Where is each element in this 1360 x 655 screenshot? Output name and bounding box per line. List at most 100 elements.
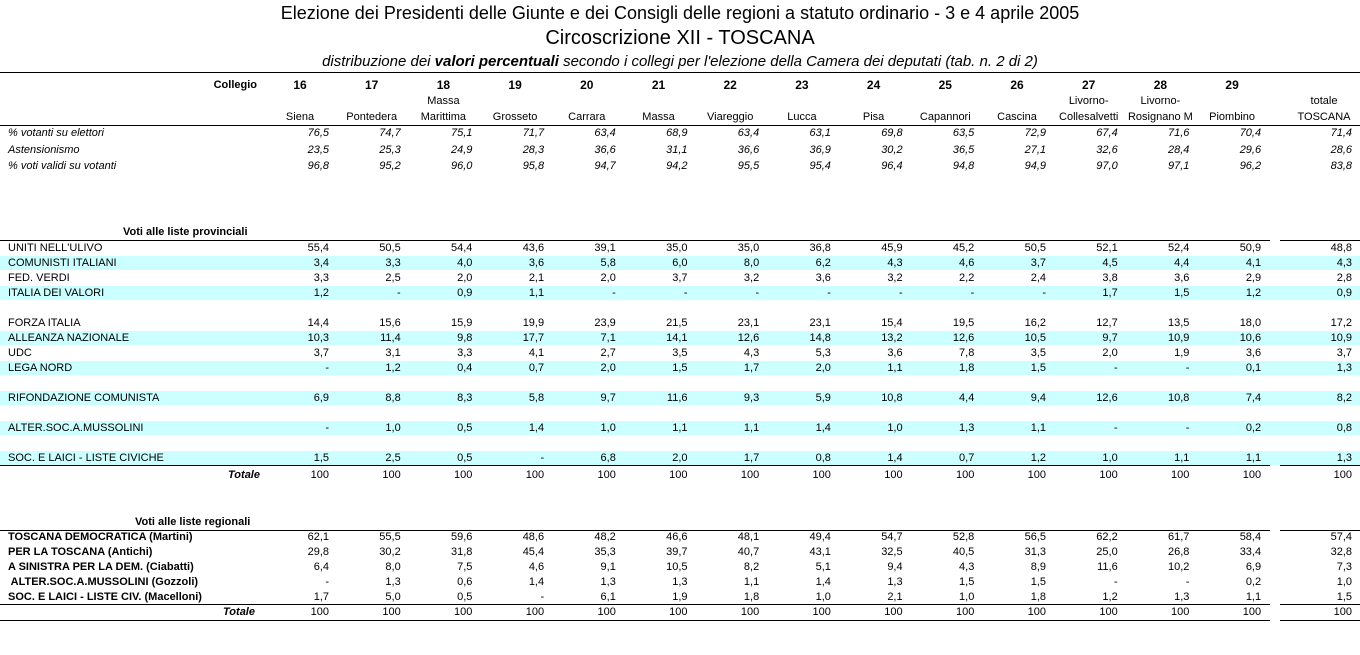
cell: 100 — [454, 469, 473, 481]
cell: 14,8 — [809, 332, 831, 344]
cell: 4,6 — [528, 561, 545, 573]
cell: 1,1 — [672, 422, 688, 434]
cell: 100 — [955, 606, 975, 618]
cell: 4,4 — [959, 392, 975, 404]
cell: 3,1 — [385, 347, 401, 359]
row-label: UNITI NELL'ULIVO — [8, 242, 103, 254]
cell: - — [755, 287, 760, 299]
cell: 32,6 — [1096, 143, 1118, 156]
row-shade — [0, 421, 1360, 435]
cell: 9,1 — [600, 561, 616, 573]
cell: 1,1 — [887, 362, 903, 374]
cell: 3,8 — [1102, 272, 1118, 284]
cell: 61,7 — [1167, 531, 1190, 543]
cell: 27,1 — [1024, 143, 1046, 156]
column-number: 16 — [293, 78, 307, 92]
cell: 13,2 — [881, 332, 903, 344]
cell: 9,4 — [887, 561, 903, 573]
cell: 28,3 — [522, 143, 545, 156]
cell: 48,2 — [594, 531, 616, 543]
rule — [1280, 240, 1360, 241]
cell: 2,0 — [815, 362, 831, 374]
cell: 100 — [310, 606, 329, 618]
cell: 100 — [597, 469, 616, 481]
cell: 1,8 — [959, 362, 975, 374]
column-name: Siena — [285, 111, 315, 123]
cell: 23,1 — [809, 317, 831, 329]
cell: 97,0 — [1096, 160, 1118, 172]
cell: 1,1 — [743, 422, 760, 434]
cell: - — [540, 591, 545, 603]
cell: 1,8 — [1030, 591, 1046, 603]
cell: 3,2 — [887, 272, 903, 284]
cell: 1,5 — [1030, 576, 1046, 588]
cell: 14,4 — [307, 317, 329, 329]
cell: 43,1 — [809, 546, 831, 558]
row-label: A SINISTRA PER LA DEM. (Ciabatti) — [8, 561, 194, 573]
column-number: 20 — [580, 78, 594, 92]
cell: 52,1 — [1096, 242, 1118, 254]
cell: 2,1 — [887, 591, 903, 603]
cell: 17,2 — [1330, 317, 1352, 329]
cell: 4,3 — [887, 257, 903, 269]
cell: 71,7 — [522, 127, 545, 139]
cell: 2,0 — [600, 362, 616, 374]
cell: - — [1185, 362, 1190, 374]
cell: 0,6 — [457, 576, 473, 588]
cell: 28,6 — [1330, 143, 1352, 156]
cell: 30,2 — [881, 143, 903, 156]
cell: 0,5 — [457, 452, 473, 464]
cell: 39,7 — [666, 546, 688, 558]
cell: 1,3 — [1174, 591, 1190, 603]
cell: 1,3 — [385, 576, 401, 588]
cell: 56,5 — [1024, 531, 1046, 543]
cell: 100 — [1171, 469, 1190, 481]
cell: 0,9 — [1336, 287, 1352, 299]
cell: 100 — [1099, 606, 1118, 618]
cell: 100 — [884, 469, 903, 481]
cell: 10,5 — [1024, 332, 1046, 344]
cell: - — [1114, 422, 1118, 434]
cell: 1,3 — [600, 576, 616, 588]
cell: 6,0 — [672, 257, 688, 269]
row-label: ALTER.SOC.A.MUSSOLINI (Gozzoli) — [8, 576, 199, 588]
cell: 52,4 — [1167, 242, 1190, 254]
cell: - — [898, 287, 903, 299]
cell: 1,1 — [1245, 591, 1262, 603]
cell: 54,7 — [881, 531, 903, 543]
cell: 55,4 — [307, 242, 329, 254]
cell: 1,3 — [672, 576, 688, 588]
cell: 57,4 — [1330, 531, 1352, 543]
column-name: Piombino — [1209, 111, 1256, 123]
cell: 3,7 — [1336, 347, 1352, 359]
cell: - — [1185, 422, 1190, 434]
cell: 70,4 — [1239, 127, 1262, 139]
row-label: PER LA TOSCANA (Antichi) — [8, 546, 153, 558]
column-number: 27 — [1082, 78, 1096, 92]
cell: 75,1 — [450, 127, 473, 139]
cell: 95,5 — [737, 160, 760, 172]
cell: 1,3 — [1336, 452, 1352, 464]
cell: 1,3 — [887, 576, 903, 588]
cell: 35,0 — [666, 242, 688, 254]
column-number: 17 — [365, 78, 379, 92]
cell: 1,1 — [1030, 422, 1046, 434]
cell: 1,5 — [1336, 591, 1352, 603]
cell: 7,1 — [600, 332, 616, 344]
cell: 2,0 — [672, 452, 688, 464]
cell: 3,6 — [1174, 272, 1190, 284]
cell: 9,8 — [457, 332, 473, 344]
cell: 6,9 — [1245, 561, 1262, 573]
cell: 3,6 — [887, 347, 903, 359]
cell: 1,0 — [1336, 576, 1352, 588]
column-name: Marittima — [420, 111, 466, 123]
cell: 8,2 — [1336, 392, 1352, 404]
cell: 1,0 — [815, 591, 831, 603]
column-name: Carrara — [568, 111, 606, 123]
cell: 0,7 — [959, 452, 975, 464]
cell: 1,0 — [1102, 452, 1118, 464]
collegio-label: Collegio — [213, 79, 257, 91]
cell: 45,2 — [952, 242, 975, 254]
cell: 12,6 — [952, 332, 975, 344]
column-name: Massa — [642, 111, 675, 123]
